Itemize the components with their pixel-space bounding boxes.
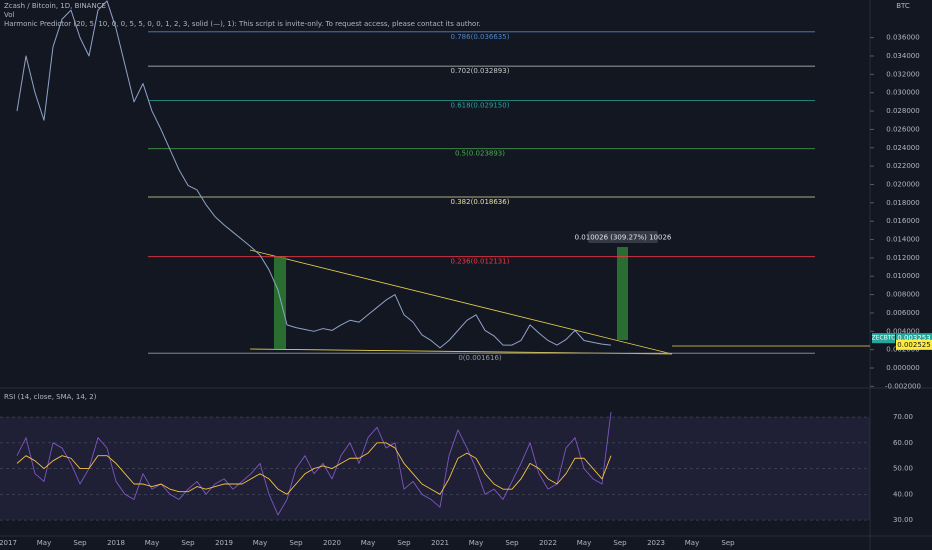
x-tick-label: Sep bbox=[181, 539, 195, 547]
fib-level-label: 0.702(0.032893) bbox=[451, 67, 510, 75]
rsi-tick-label: 70.00 bbox=[893, 413, 913, 421]
ticker-tag-bg bbox=[872, 333, 895, 344]
y-tick-label: 0.034000 bbox=[886, 52, 919, 60]
x-tick-label: 2021 bbox=[431, 539, 449, 547]
currency-label: BTC bbox=[896, 2, 910, 10]
measure-label: 0.010026 (309.27%) 10026 bbox=[575, 234, 672, 242]
y-tick-label: 0.014000 bbox=[886, 236, 919, 244]
x-tick-label: May bbox=[469, 539, 483, 547]
x-tick-label: May bbox=[361, 539, 375, 547]
y-tick-label: 0.026000 bbox=[886, 125, 919, 133]
x-tick-label: 2017 bbox=[0, 539, 17, 547]
measure-box bbox=[617, 247, 628, 340]
y-tick-label: 0.032000 bbox=[886, 70, 919, 78]
axes: 2017 May Sep 2018 May Sep 2019 May Sep 2020 May Sep… bbox=[0, 34, 932, 547]
rsi-title: RSI (14, close, SMA, 14, 2) bbox=[4, 393, 97, 401]
y-tick-label: 0.004000 bbox=[886, 327, 919, 335]
x-tick-label: May bbox=[37, 539, 51, 547]
ticker-tag: ZECBTC bbox=[872, 335, 896, 342]
fib-level-label: 0.5(0.023893) bbox=[455, 150, 505, 158]
rsi-pane bbox=[0, 411, 870, 521]
rsi-tick-label: 50.00 bbox=[893, 465, 913, 473]
x-tick-label: Sep bbox=[397, 539, 411, 547]
x-tick-label: May bbox=[577, 539, 591, 547]
x-tick-label: 2019 bbox=[215, 539, 233, 547]
series-line bbox=[16, 442, 612, 495]
y-tick-label: 0.016000 bbox=[886, 217, 919, 225]
level-price-tag bbox=[896, 339, 932, 350]
rsi-tick-label: 30.00 bbox=[893, 516, 913, 524]
fib-level-label: 0.786(0.036635) bbox=[451, 33, 510, 41]
fib-level-label: 0.236(0.012131) bbox=[451, 258, 510, 266]
measure-box bbox=[274, 256, 286, 349]
x-tick-label: 2018 bbox=[107, 539, 125, 547]
y-tick-label: 0.028000 bbox=[886, 107, 919, 115]
main-pane: 0.010026 (309.27%) 10026 0.786(0.036635)… bbox=[16, 0, 870, 362]
y-tick-label: 0.036000 bbox=[886, 34, 919, 42]
series-line bbox=[16, 0, 612, 349]
x-tick-label: 2023 bbox=[647, 539, 665, 547]
y-tick-label: 0.030000 bbox=[886, 89, 919, 97]
x-tick-label: May bbox=[145, 539, 159, 547]
y-tick-label: 0.012000 bbox=[886, 254, 919, 262]
y-tick-label: 0.008000 bbox=[886, 291, 919, 299]
fib-level-label: 0(0.001616) bbox=[458, 354, 502, 362]
measure-label-bg bbox=[588, 231, 658, 243]
x-tick-label: Sep bbox=[721, 539, 735, 547]
x-tick-label: 2022 bbox=[539, 539, 557, 547]
y-tick-label: -0.002000 bbox=[885, 382, 921, 390]
fib-level-label: 0.382(0.018636) bbox=[451, 198, 510, 206]
series-line bbox=[16, 411, 612, 516]
y-tick-label: 0.010000 bbox=[886, 272, 919, 280]
x-tick-label: Sep bbox=[613, 539, 627, 547]
x-tick-label: May bbox=[253, 539, 267, 547]
symbol-title: Zcash / Bitcoin, 1D, BINANCE bbox=[4, 2, 106, 10]
level-price-label: 0.002525 bbox=[897, 341, 930, 349]
y-tick-label: 0.018000 bbox=[886, 199, 919, 207]
rsi-tick-label: 60.00 bbox=[893, 439, 913, 447]
y-tick-label: 0.020000 bbox=[886, 180, 919, 188]
trend-line bbox=[249, 249, 673, 355]
y-tick-label: 0.000000 bbox=[886, 364, 919, 372]
y-tick-label: 0.006000 bbox=[886, 309, 919, 317]
y-tick-label: 0.024000 bbox=[886, 144, 919, 152]
x-tick-label: Sep bbox=[73, 539, 87, 547]
x-tick-label: 2020 bbox=[323, 539, 341, 547]
indicator-label: Harmonic Predictor (20, 5, 10, 0, 0, 5, … bbox=[4, 20, 481, 28]
y-tick-label: 0.022000 bbox=[886, 162, 919, 170]
volume-label: Vol bbox=[4, 11, 15, 19]
last-price-label: 0.003253 bbox=[897, 334, 930, 342]
rsi-tick-label: 40.00 bbox=[893, 490, 913, 498]
last-price-tag bbox=[896, 333, 932, 344]
x-tick-label: Sep bbox=[289, 539, 303, 547]
x-tick-label: May bbox=[685, 539, 699, 547]
x-tick-label: Sep bbox=[505, 539, 519, 547]
fib-level-label: 0.618(0.029150) bbox=[451, 101, 510, 109]
